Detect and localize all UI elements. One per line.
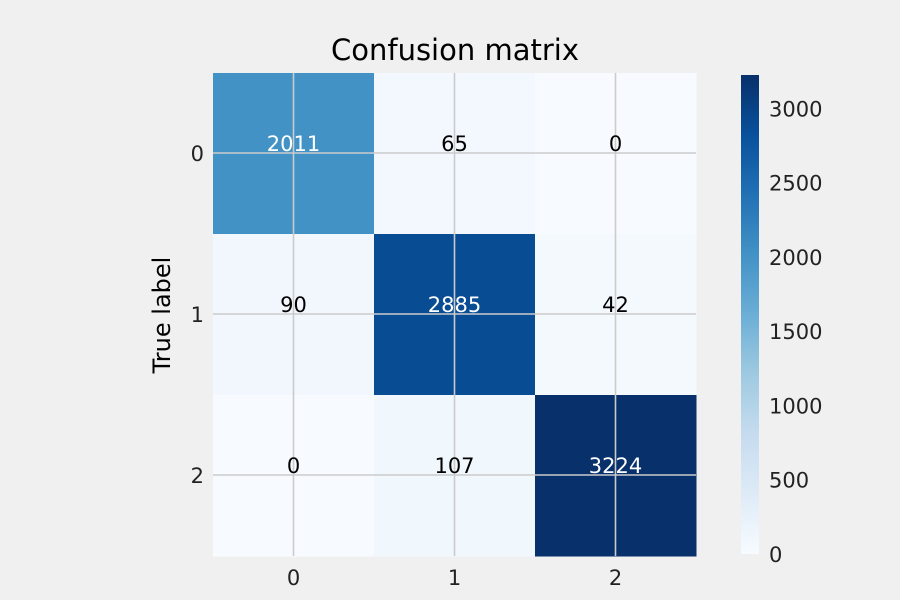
cell-value-label: 42 (602, 293, 629, 317)
chart-title: Confusion matrix (331, 33, 579, 67)
grid-lines (213, 73, 696, 556)
colorbar-tick-label: 2500 (769, 172, 822, 196)
x-tick-labels: 0 1 2 (287, 566, 622, 590)
cell-value-label: 0 (287, 454, 300, 478)
colorbar (741, 75, 759, 554)
colorbar-tick-label: 1500 (769, 320, 822, 344)
cell-value-label: 0 (609, 132, 622, 156)
cell-labels: 2011 65 0 90 2885 42 0 107 3224 (267, 132, 642, 478)
cell-value-label: 2885 (428, 293, 481, 317)
x-tick-label: 1 (448, 566, 461, 590)
cell-value-label: 90 (280, 293, 307, 317)
x-tick-label: 2 (609, 566, 622, 590)
colorbar-tick-label: 3000 (769, 97, 822, 121)
y-tick-labels: 0 1 2 (191, 142, 204, 488)
y-tick-label: 1 (191, 303, 204, 327)
y-tick-label: 0 (191, 142, 204, 166)
y-tick-label: 2 (191, 464, 204, 488)
colorbar-tick-label: 1000 (769, 394, 822, 418)
y-axis-label: True label (148, 257, 176, 375)
colorbar-tick-label: 2000 (769, 246, 822, 270)
cell-value-label: 107 (434, 454, 474, 478)
colorbar-tick-labels: 0 500 1000 1500 2000 2500 3000 (769, 97, 822, 567)
cell-value-label: 3224 (589, 454, 642, 478)
cell-value-label: 65 (441, 132, 468, 156)
colorbar-tick-label: 0 (769, 543, 782, 567)
cell-value-label: 2011 (267, 132, 320, 156)
colorbar-tick-label: 500 (769, 469, 809, 493)
x-tick-label: 0 (287, 566, 300, 590)
